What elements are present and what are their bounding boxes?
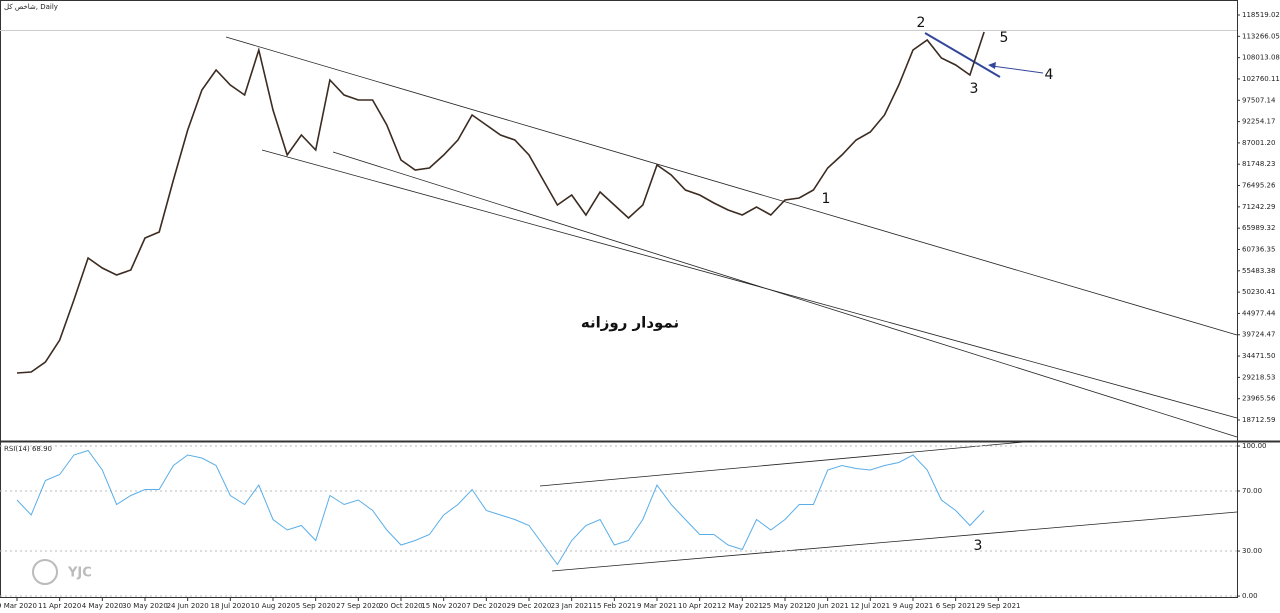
x-tick-label: 15 Feb 2021 (593, 602, 637, 610)
y-tick-label: 44977.44 (1242, 309, 1276, 317)
y-tick-label: 118519.02 (1242, 11, 1280, 19)
y-tick-label: 81748.23 (1242, 160, 1275, 168)
y-tick-label: 50230.41 (1242, 288, 1275, 296)
annotation: 4 (1045, 67, 1054, 83)
x-tick-label: 4 May 2020 (82, 602, 123, 610)
plot-frame (0, 0, 1238, 598)
x-tick-label: 29 Dec 2020 (507, 602, 552, 610)
trend-lines (225, 36, 1238, 572)
y-tick-label: 34471.50 (1242, 352, 1275, 360)
series-line (16, 449, 985, 566)
rsi-trend-line (539, 440, 1036, 487)
arrow (991, 65, 1044, 74)
watermark: YJC (67, 566, 92, 581)
y-tick-label: 60736.35 (1242, 245, 1275, 253)
y-tick-label: 18712.59 (1242, 416, 1275, 424)
chart-header: شاخص کل, Daily (4, 3, 58, 11)
x-tick-label: 18 Jul 2020 (211, 602, 251, 610)
x-tick-label: 5 Sep 2020 (296, 602, 336, 610)
y-tick-label: 97507.14 (1242, 96, 1276, 104)
y-tick-label: 108013.08 (1242, 54, 1280, 62)
annotation: 3 (974, 538, 983, 554)
annotation: 5 (1000, 30, 1009, 46)
annotation: 2 (917, 15, 926, 31)
x-tick-label: 10 Aug 2020 (251, 602, 296, 610)
rsi-trend-line (551, 511, 1238, 572)
y-tick-label: 29218.53 (1242, 373, 1275, 381)
x-tick-label: 11 Apr 2020 (38, 602, 81, 610)
x-tick-label: 12 Jul 2021 (851, 602, 891, 610)
y-tick-label: 65989.32 (1242, 224, 1275, 232)
x-tick-label: 25 May 2021 (762, 602, 808, 610)
x-tick-label: 9 Mar 2021 (637, 602, 677, 610)
watermark-logo (32, 559, 58, 585)
y-tick-label: 113266.05 (1242, 32, 1280, 40)
x-tick-label: 10 Apr 2021 (678, 602, 721, 610)
trend-line (332, 151, 1238, 438)
series-line (16, 31, 985, 374)
y-tick-label: 23965.56 (1242, 395, 1276, 403)
x-tick-label: 20 Jun 2021 (807, 602, 849, 610)
x-tick-label: 9 Mar 2020 (0, 602, 37, 610)
x-tick-label: 2 May 2021 (722, 602, 763, 610)
trend-line (225, 36, 1238, 336)
x-tick-label: 29 Sep 2021 (976, 602, 1020, 610)
y-tick-label: 71242.29 (1242, 203, 1275, 211)
x-tick-label: 6 Sep 2021 (936, 602, 976, 610)
x-tick-label: 7 Dec 2020 (466, 602, 506, 610)
y-tick-label: 92254.17 (1242, 118, 1275, 126)
y-tick-label: 102760.11 (1242, 75, 1280, 83)
y-tick-label: 87001.20 (1242, 139, 1275, 147)
arrow-head (988, 62, 996, 69)
x-tick-label: 30 May 2020 (122, 602, 168, 610)
rsi-label: RSI(14) 68.90 (4, 445, 52, 453)
x-tick-label: 9 Aug 2021 (893, 602, 933, 610)
x-tick-label: 23 Jan 2021 (551, 602, 593, 610)
y-tick-label: 39724.47 (1242, 331, 1275, 339)
x-tick-label: 27 Sep 2020 (336, 602, 380, 610)
annotation: 1 (822, 191, 831, 207)
y-tick-label: 100.00 (1242, 442, 1267, 450)
x-tick-label: 24 Jun 2020 (167, 602, 209, 610)
x-tick-label: 15 Nov 2020 (421, 602, 466, 610)
y-tick-label: 70.00 (1242, 487, 1262, 495)
x-tick-label: 20 Oct 2020 (379, 602, 422, 610)
y-tick-label: 30.00 (1242, 547, 1262, 555)
trend-line (261, 149, 1238, 419)
y-tick-label: 55483.38 (1242, 267, 1275, 275)
y-tick-label: 0.00 (1242, 592, 1258, 600)
annotation: 3 (970, 81, 979, 97)
breakout-line (924, 32, 1001, 78)
chart-caption: نمودار روزانه (581, 314, 679, 332)
y-tick-label: 76495.26 (1242, 182, 1276, 190)
